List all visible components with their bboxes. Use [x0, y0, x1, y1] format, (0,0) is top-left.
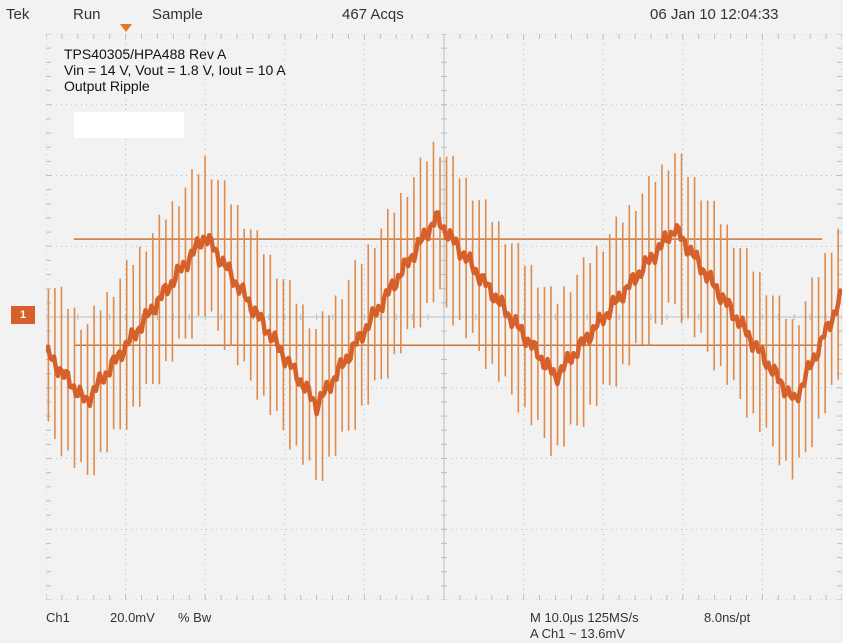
note-line: Output Ripple: [64, 78, 286, 94]
brand-label: Tek: [6, 6, 29, 23]
datetime: 06 Jan 10 12:04:33: [650, 6, 778, 23]
note-line: Vin = 14 V, Vout = 1.8 V, Iout = 10 A: [64, 62, 286, 78]
acquisition-mode: Sample: [152, 6, 203, 23]
note-line: TPS40305/HPA488 Rev A: [64, 46, 286, 62]
acquisition-count: 467 Acqs: [342, 6, 404, 23]
channel-1-ground-marker: 1: [11, 306, 35, 324]
sample-interval: 8.0ns/pt: [704, 610, 750, 625]
annotation-block: TPS40305/HPA488 Rev A Vin = 14 V, Vout =…: [64, 46, 286, 94]
blank-label-box: [74, 112, 184, 138]
timebase-readout: M 10.0µs 125MS/s: [530, 610, 639, 625]
volts-per-div: 20.0mV: [110, 610, 155, 625]
trigger-position-icon: [120, 24, 132, 32]
trigger-readout: A Ch1 ~ 13.6mV: [530, 626, 625, 641]
bandwidth-limit: % Bw: [178, 610, 211, 625]
run-state: Run: [73, 6, 101, 23]
channel-label: Ch1: [46, 610, 70, 625]
